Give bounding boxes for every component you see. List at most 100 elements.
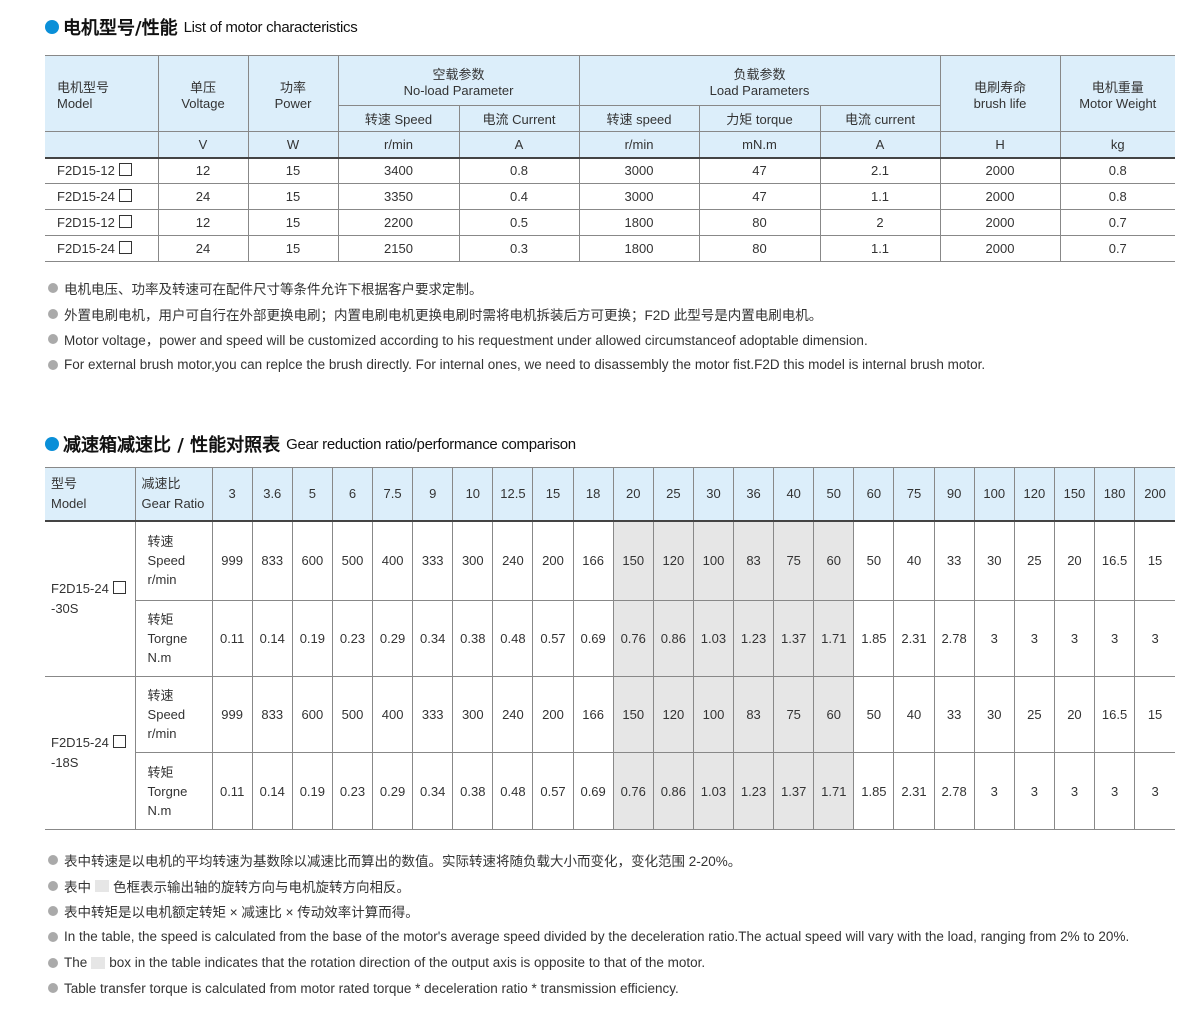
- torque-value: 0.14: [251, 752, 293, 830]
- speed-value: 400: [372, 676, 414, 753]
- header-power: 功率 Power: [247, 55, 339, 132]
- value-cell: 0.7: [1059, 235, 1176, 262]
- checkbox-square-icon: [118, 241, 132, 254]
- torque-value: 2.78: [933, 600, 975, 677]
- value-cell: 80: [698, 209, 821, 236]
- ratio-header: 25: [652, 467, 694, 522]
- note-item: For external brush motor,you can replce …: [48, 352, 985, 378]
- gray-box-icon: [95, 879, 109, 892]
- speed-value: 600: [291, 520, 333, 601]
- value-cell: 2000: [939, 209, 1061, 236]
- model-cell: F2D15-24: [45, 235, 159, 262]
- speed-value: 400: [372, 520, 414, 601]
- ratio-header: 40: [773, 467, 815, 522]
- bullet-icon: [45, 20, 59, 34]
- value-cell: 0.8: [1059, 157, 1176, 184]
- torque-value: 0.23: [331, 600, 374, 677]
- bullet-icon: [48, 334, 58, 345]
- unit-cell: r/min: [337, 131, 460, 159]
- header-noload: 空载参数 No-load Parameter: [337, 55, 580, 106]
- torque-value: 3: [1093, 600, 1136, 677]
- unit-blank: [45, 131, 159, 159]
- ratio-header: 180: [1093, 467, 1136, 522]
- torque-value: 0.86: [652, 600, 694, 677]
- speed-value: 833: [251, 520, 293, 601]
- cell-text: 0.8: [509, 163, 529, 179]
- torque-value: 1.71: [813, 600, 855, 677]
- model-cell: F2D15-12: [45, 209, 159, 236]
- speed-value: 300: [452, 676, 494, 753]
- value-cell: 3000: [578, 183, 700, 210]
- note-text: 电机电压、功率及转速可在配件尺寸等条件允许下根据客户要求定制。: [64, 281, 483, 297]
- bullet-icon: [48, 983, 58, 994]
- speed-value: 30: [973, 676, 1015, 753]
- torque-value: 0.48: [492, 752, 534, 830]
- cell-text: 3350: [384, 189, 413, 204]
- torque-value: 3: [1053, 752, 1096, 830]
- speed-value: 30: [973, 520, 1015, 601]
- torque-value: 0.23: [331, 752, 374, 830]
- ratio-header: 200: [1134, 467, 1175, 522]
- model-cell: F2D15-24: [45, 183, 159, 210]
- unit-cell: W: [247, 131, 339, 159]
- label-line: r/min: [147, 726, 177, 741]
- torque-value: 0.38: [452, 600, 494, 677]
- torque-value: 3: [973, 600, 1015, 677]
- table-row: 转矩 Torgne N.m 0.11 0.14 0.19 0.23 0.29 0.34 0.38 0…: [45, 600, 1175, 677]
- torque-value: 0.48: [492, 600, 534, 677]
- ratio-header: 36: [733, 467, 775, 522]
- torque-value: 3: [1134, 752, 1175, 830]
- torque-value: 1.37: [773, 600, 815, 677]
- speed-value: 240: [492, 676, 534, 753]
- note-item: 表中转矩是以电机额定转矩 × 减速比 × 传动效率计算而得。: [48, 898, 1129, 924]
- value-cell: 1.1: [819, 235, 941, 262]
- value-cell: 3000: [578, 157, 700, 184]
- torque-value: 2.31: [893, 752, 935, 830]
- bullet-icon: [48, 282, 58, 293]
- unit-cell: A: [819, 131, 941, 159]
- torque-value: 0.69: [572, 600, 614, 677]
- speed-value: 40: [893, 676, 935, 753]
- cell-text: 12: [195, 163, 211, 179]
- ratio-header: 15: [532, 467, 574, 522]
- label-line: N.m: [147, 650, 172, 665]
- speed-value: 20: [1053, 520, 1096, 601]
- note-text: 表中: [64, 879, 91, 895]
- cell-text: F2D15-24: [57, 241, 115, 256]
- note-text: box in the table indicates that the rota…: [109, 955, 706, 971]
- section2-title: 减速箱减速比 / 性能对照表 Gear reduction ratio/perfo…: [45, 431, 576, 457]
- cell-text: 0.5: [509, 215, 529, 230]
- cell-text: 12: [195, 215, 211, 230]
- cell-text: 24: [195, 241, 211, 256]
- label-line: 转矩: [147, 764, 174, 780]
- cell-text: 2150: [384, 241, 413, 256]
- value-cell: 2.1: [819, 157, 941, 184]
- cell-text: 1800: [624, 215, 654, 230]
- bullet-icon: [48, 957, 58, 968]
- unit-cell: V: [157, 131, 249, 159]
- value-cell: 1800: [578, 209, 700, 236]
- torque-value: 2.78: [933, 752, 975, 830]
- cell-text: 3000: [624, 163, 654, 179]
- ratio-header: 120: [1013, 467, 1055, 522]
- cell-text: F2D15-24: [57, 189, 115, 204]
- torque-value: 0.86: [652, 752, 694, 830]
- speed-value: 166: [572, 676, 614, 753]
- value-cell: 2000: [939, 235, 1061, 262]
- value-cell: 0.8: [458, 157, 580, 184]
- note-text: In the table, the speed is calculated fr…: [64, 929, 1130, 945]
- speed-value: 100: [692, 520, 735, 601]
- value-cell: 12: [157, 209, 249, 236]
- label-line: 转速: [147, 534, 174, 550]
- speed-value: 75: [773, 520, 815, 601]
- value-cell: 1.1: [819, 183, 941, 210]
- checkbox-square-icon: [112, 735, 126, 748]
- header-nl-speed: 转速 Speed: [338, 105, 460, 132]
- cell-text: 3400: [384, 163, 413, 179]
- checkbox-square-icon: [118, 163, 132, 177]
- cell-text: 80: [752, 215, 767, 230]
- cell-text: 15: [285, 215, 301, 230]
- label-line: Torgne: [147, 783, 188, 799]
- torque-value: 2.31: [893, 600, 935, 677]
- speed-value: 50: [853, 676, 895, 753]
